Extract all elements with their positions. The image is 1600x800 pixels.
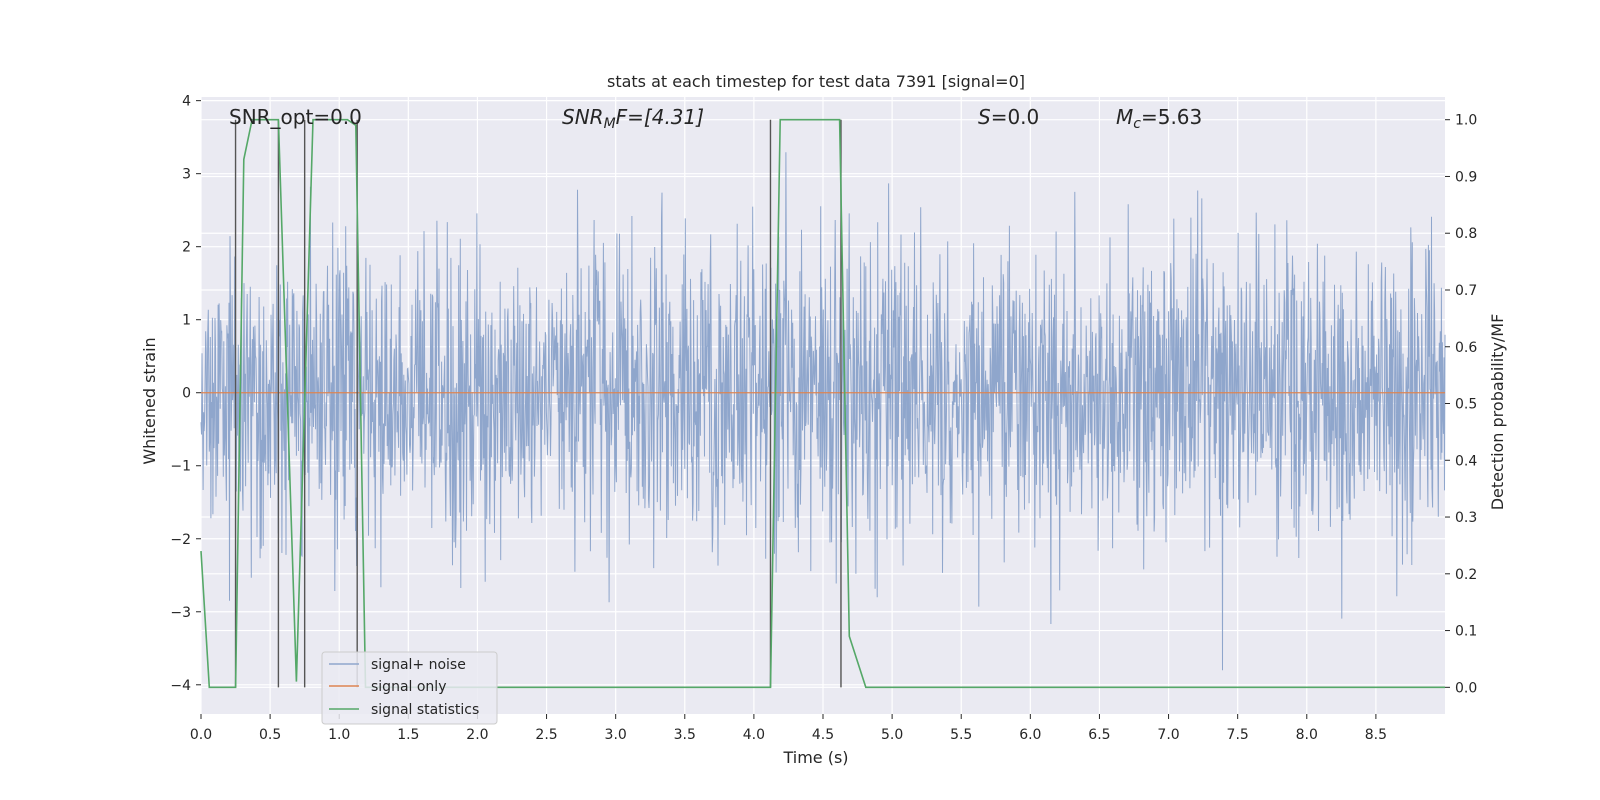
annotation-s-main: S: [978, 105, 991, 129]
y-tick-label-1: 3: [182, 167, 191, 183]
x-tick-label-12: 6.0: [1019, 727, 1041, 743]
y-tick-label-2: 2: [182, 240, 191, 256]
y-right-tick-label-3: 0.7: [1455, 283, 1477, 299]
annotation-snr-opt: SNR_opt=0.0: [229, 105, 362, 129]
annotation-snr-mf-sub: M: [604, 116, 616, 132]
x-tick-label-0: 0.0: [190, 727, 212, 743]
annotation-snr-mf-main: SNR: [562, 105, 604, 129]
y-right-tick-label-6: 0.4: [1455, 453, 1477, 469]
y-tick-label-6: −2: [170, 532, 191, 548]
x-tick-label-14: 7.0: [1157, 727, 1179, 743]
y-tick-label-0: 4: [182, 94, 191, 110]
series-signal-noise: [200, 152, 1446, 671]
y-tick-label-7: −3: [170, 605, 191, 621]
y-axis-label: Whitened strain: [140, 337, 159, 464]
legend-label-noise: signal+ noise: [371, 657, 466, 673]
y-tick-label-4: 0: [182, 386, 191, 402]
legend: signal+ noise signal only signal statist…: [321, 651, 498, 725]
annotation-s-tail: =0.0: [991, 105, 1040, 129]
y-right-tick-label-2: 0.8: [1455, 226, 1477, 242]
y-axis-ticks: 4 3 2 1 0 −1 −2 −3 −4: [170, 94, 201, 694]
y-right-tick-label-9: 0.1: [1455, 624, 1477, 640]
x-tick-label-15: 7.5: [1227, 727, 1249, 743]
x-axis-ticks: 0.0 0.5 1.0 1.5 2.0 2.5 3.0 3.5 4.0 4.5 5.0 5.5 6.0 6…: [190, 714, 1387, 743]
series-signal-statistics: [200, 118, 1445, 689]
y-right-tick-label-4: 0.6: [1455, 340, 1477, 356]
y-right-tick-label-1: 0.9: [1455, 169, 1477, 185]
x-tick-label-13: 6.5: [1088, 727, 1110, 743]
y-right-tick-label-0: 1.0: [1455, 113, 1477, 129]
annotation-s: S=0.0: [978, 105, 1039, 129]
annotation-snr-mf: SNRMF=[4.31]: [562, 105, 704, 132]
x-tick-label-8: 4.0: [743, 727, 765, 743]
y-tick-label-8: −4: [170, 678, 191, 694]
legend-box: [321, 651, 498, 725]
y-axis-right-ticks: 1.0 0.9 0.8 0.7 0.6 0.5 0.4 0.3 0.2 0.1 0.0: [1445, 113, 1477, 696]
x-tick-label-11: 5.5: [950, 727, 972, 743]
annotation-mc-tail: =5.63: [1141, 105, 1202, 129]
y-axis-right-label: Detection probability/MF: [1488, 314, 1507, 511]
annotation-mc-sub: c: [1133, 116, 1141, 132]
legend-label-signal-only: signal only: [371, 679, 446, 695]
x-tick-label-3: 1.5: [397, 727, 419, 743]
y-right-tick-label-5: 0.5: [1455, 397, 1477, 413]
y-right-tick-label-8: 0.2: [1455, 567, 1477, 583]
legend-label-statistics: signal statistics: [371, 702, 479, 718]
annotation-snr-mf-tail: F=[4.31]: [616, 105, 704, 129]
y-right-tick-label-7: 0.3: [1455, 510, 1477, 526]
y-tick-label-3: 1: [182, 313, 191, 329]
x-tick-label-10: 5.0: [881, 727, 903, 743]
y-tick-label-5: −1: [170, 459, 191, 475]
x-tick-label-1: 0.5: [259, 727, 281, 743]
x-tick-label-7: 3.5: [674, 727, 696, 743]
x-tick-label-9: 4.5: [812, 727, 834, 743]
x-tick-label-5: 2.5: [535, 727, 557, 743]
x-tick-label-16: 8.0: [1296, 727, 1318, 743]
y-right-tick-label-10: 0.0: [1455, 680, 1477, 696]
chart-title: stats at each timestep for test data 739…: [607, 72, 1025, 91]
x-tick-label-2: 1.0: [328, 727, 350, 743]
annotation-mc-main: M: [1116, 105, 1133, 129]
annotation-mc: Mc=5.63: [1116, 105, 1202, 132]
x-axis-label: Time (s): [782, 748, 848, 767]
x-tick-label-17: 8.5: [1365, 727, 1387, 743]
x-tick-label-4: 2.0: [466, 727, 488, 743]
x-tick-label-6: 3.0: [605, 727, 627, 743]
